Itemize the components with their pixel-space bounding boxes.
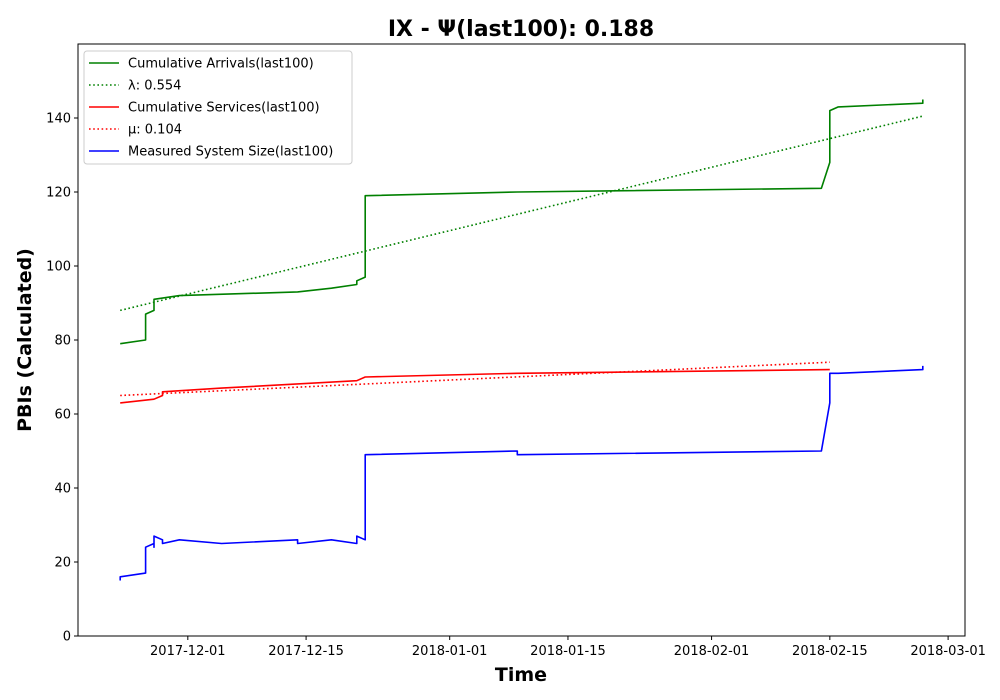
series-line-3 [120, 361, 830, 397]
y-tick-label: 0 [63, 630, 71, 645]
y-axis-label: PBIs (Calculated) [14, 248, 36, 432]
x-tick-label: 2018-01-01 [412, 644, 488, 659]
x-axis-label: Time [495, 664, 547, 686]
y-tick-label: 80 [54, 334, 71, 349]
legend-label-1: λ: 0.554 [128, 79, 181, 94]
y-tick-label: 140 [46, 112, 71, 127]
y-tick-label: 40 [54, 482, 71, 497]
legend-label-3: μ: 0.104 [128, 123, 182, 138]
legend-label-0: Cumulative Arrivals(last100) [128, 57, 314, 72]
x-tick-label: 2018-01-15 [530, 644, 606, 659]
y-tick-label: 120 [46, 186, 71, 201]
y-tick-label: 20 [54, 556, 71, 571]
y-axis-ticks: 0 20 40 60 80 100 120 140 [46, 112, 78, 645]
chart-title: IX - Ψ(last100): 0.188 [388, 17, 654, 42]
series-line-4 [119, 365, 924, 581]
y-tick-label: 60 [54, 408, 71, 423]
y-tick-label: 100 [46, 260, 71, 275]
plot-area [119, 99, 924, 581]
x-tick-label: 2017-12-15 [268, 644, 344, 659]
series-line-2 [120, 368, 830, 404]
legend-label-4: Measured System Size(last100) [128, 145, 333, 160]
x-tick-label: 2017-12-01 [150, 644, 226, 659]
x-tick-label: 2018-02-15 [792, 644, 868, 659]
x-tick-label: 2018-03-01 [910, 644, 986, 659]
legend-box [83, 50, 353, 165]
x-axis-ticks: 2017-12-01 2017-12-15 2018-01-01 2018-01-15… [150, 636, 986, 659]
x-tick-label: 2018-02-01 [674, 644, 750, 659]
legend: Cumulative Arrivals(last100) λ: 0.554 Cumu… [83, 50, 353, 165]
legend-label-2: Cumulative Services(last100) [128, 101, 320, 116]
series-line-1 [120, 115, 923, 312]
series-line-0 [120, 99, 924, 345]
